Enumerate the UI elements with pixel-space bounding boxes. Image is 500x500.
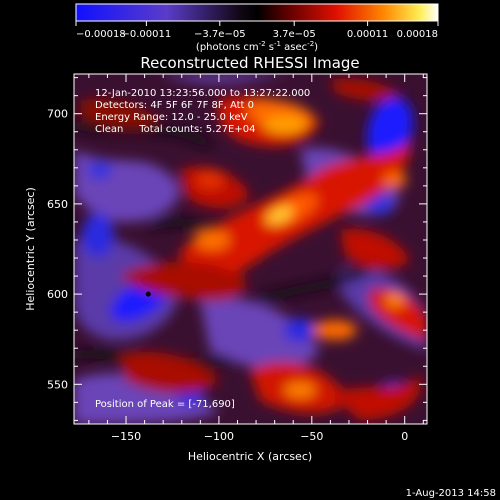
colorbar-tick-label: 0.00018 <box>397 29 438 40</box>
colorbar-tick-label: −0.00018 <box>76 29 126 40</box>
colorbar-tick-label: 3.7e−05 <box>273 29 316 40</box>
info-line-energy: Energy Range: 12.0 - 25.0 keV <box>95 112 248 123</box>
info-line-detectors: Detectors: 4F 5F 6F 7F 8F, Att 0 <box>95 100 254 111</box>
peak-position-label: Position of Peak = [-71,690] <box>95 399 235 410</box>
minimum-marker <box>145 291 151 297</box>
chart-title: Reconstructed RHESSI Image <box>140 54 359 72</box>
y-axis-label: Heliocentric Y (arcsec) <box>24 187 37 311</box>
colorbar <box>75 3 439 22</box>
y-tick-label: 600 <box>47 288 68 301</box>
y-tick-label: 700 <box>47 108 68 121</box>
colorbar-tick-label: −3.7e−05 <box>194 29 246 40</box>
axis-ticks: −150 −100 −50 0 550 600 650 700 <box>47 74 427 443</box>
x-axis-label: Heliocentric X (arcsec) <box>188 450 312 463</box>
info-text-block: 12-Jan-2010 13:23:56.000 to 13:27:22.000… <box>95 88 310 135</box>
colorbar-tick-label: 0.00011 <box>347 29 388 40</box>
x-tick-label: −100 <box>204 430 234 443</box>
y-tick-label: 550 <box>47 378 68 391</box>
colorbar-unit-label: (photons cm-2 s-1 asec-2) <box>196 40 318 53</box>
x-tick-label: −50 <box>300 430 323 443</box>
plot-frame <box>73 73 428 425</box>
footer-timestamp: 1-Aug-2013 14:58 <box>406 488 496 499</box>
x-tick-label: −150 <box>111 430 141 443</box>
colorbar-ticks: −0.00018−0.00011 −3.7e−05 3.7e−05 0.00011 0.… <box>75 21 439 40</box>
colorbar-tick-label: −0.00011 <box>122 29 172 40</box>
y-tick-label: 650 <box>47 198 68 211</box>
heatmap-image <box>74 74 427 424</box>
info-line-clean: Clean Total counts: 5.27E+04 <box>95 124 255 135</box>
x-tick-label: 0 <box>401 430 408 443</box>
info-line-time: 12-Jan-2010 13:23:56.000 to 13:27:22.000 <box>95 88 310 99</box>
